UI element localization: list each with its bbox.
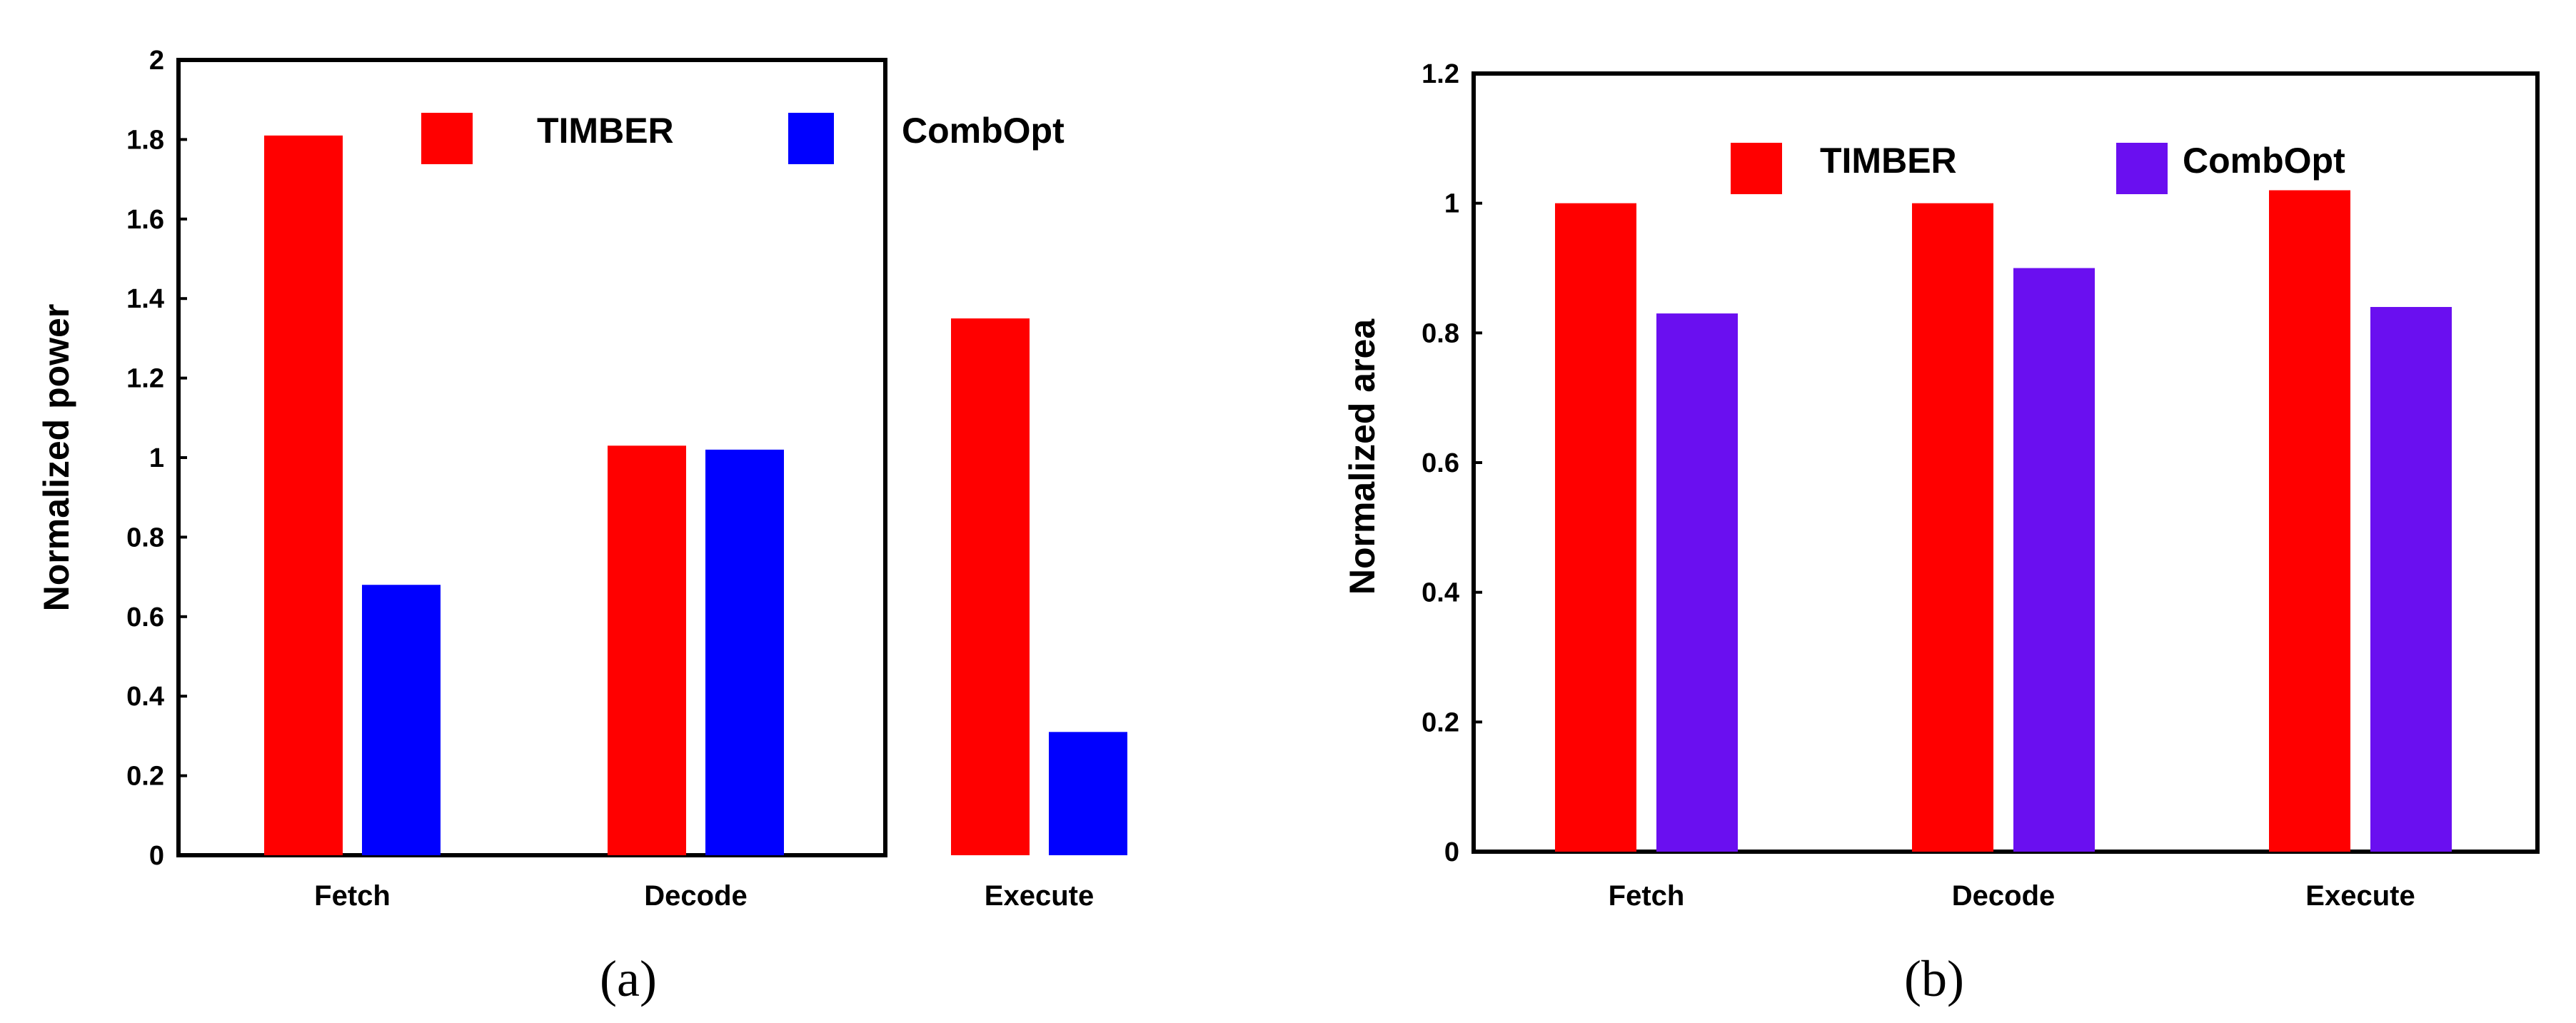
a-y-tick-label: 0 [149, 841, 164, 871]
b-bar-combopt-execute [2370, 307, 2452, 852]
b-bar-combopt-decode [2013, 268, 2095, 852]
b-y-tick-label: 1 [1444, 189, 1459, 219]
panel-a-legend-swatch-timber [421, 113, 473, 164]
panel-b-axis-ticks [1474, 72, 2537, 854]
a-bar-timber-decode [608, 445, 686, 855]
b-y-tick-label: 1.2 [1422, 59, 1459, 89]
a-bar-timber-fetch [264, 135, 343, 855]
b-y-tick-label: 0.8 [1422, 318, 1459, 348]
panel-a-legend-label-timber: TIMBER [537, 111, 674, 151]
b-bar-timber-decode [1912, 203, 1993, 852]
panel-a-bars [264, 135, 1127, 855]
panel-a-legend-swatch-combopt [788, 113, 834, 164]
b-bar-timber-execute [2269, 190, 2350, 852]
panel-b-x-tick-labels: Fetch Decode Execute [1609, 880, 2415, 912]
a-x-tick-label-decode: Decode [644, 880, 748, 912]
a-bar-combopt-fetch [362, 585, 441, 855]
panel-b-legend-swatch-combopt [2116, 143, 2168, 194]
b-y-tick-label: 0.4 [1422, 578, 1459, 608]
b-bar-timber-fetch [1555, 203, 1636, 852]
panel-a-y-tick-labels: 0 0.2 0.4 0.6 0.8 1 1.2 1.4 1.6 1.8 2 [126, 46, 164, 871]
a-bar-timber-execute [951, 318, 1030, 855]
b-bar-combopt-fetch [1656, 313, 1738, 852]
a-y-tick-label: 2 [149, 46, 164, 76]
panel-a-legend: TIMBER CombOpt [421, 111, 1065, 164]
panel-a-power-chart: 0 0.2 0.4 0.6 0.8 1 1.2 1.4 1.6 1.8 2 Fetch Decode E… [36, 46, 1127, 1007]
a-y-tick-label: 0.6 [126, 603, 164, 633]
b-x-tick-label-execute: Execute [2305, 880, 2415, 912]
b-x-tick-label-fetch: Fetch [1609, 880, 1685, 912]
a-bar-combopt-execute [1049, 732, 1127, 855]
panel-b-y-axis-label: Normalized area [1342, 318, 1382, 595]
a-y-tick-label: 0.8 [126, 523, 164, 553]
panel-b-y-tick-labels: 0 0.2 0.4 0.6 0.8 1 1.2 [1422, 59, 1459, 867]
a-y-tick-label: 1.2 [126, 364, 164, 394]
b-y-tick-label: 0.6 [1422, 448, 1459, 478]
panel-a-caption: (a) [600, 950, 657, 1007]
panel-b-legend-label-timber: TIMBER [1820, 141, 1957, 181]
panel-b-bars [1555, 190, 2452, 852]
a-bar-combopt-decode [705, 449, 784, 855]
panel-a-y-axis-label: Normalized power [36, 304, 76, 612]
a-y-tick-label: 0.2 [126, 762, 164, 792]
a-y-tick-label: 1.8 [126, 125, 164, 155]
b-y-tick-label: 0 [1444, 837, 1459, 867]
a-x-tick-label-execute: Execute [985, 880, 1094, 912]
b-y-tick-label: 0.2 [1422, 707, 1459, 737]
panel-b-legend-label-combopt: CombOpt [2183, 141, 2345, 181]
panel-b-caption: (b) [1904, 950, 1964, 1007]
panel-a-x-tick-labels: Fetch Decode Execute [314, 880, 1094, 912]
a-y-tick-label: 1 [149, 443, 164, 473]
panel-a-legend-label-combopt: CombOpt [902, 111, 1065, 151]
a-y-tick-label: 1.6 [126, 205, 164, 235]
a-x-tick-label-fetch: Fetch [314, 880, 391, 912]
panel-b-legend-swatch-timber [1731, 143, 1782, 194]
panel-b-legend: TIMBER CombOpt [1731, 141, 2345, 194]
b-x-tick-label-decode: Decode [1952, 880, 2056, 912]
a-y-tick-label: 1.4 [126, 284, 164, 314]
panel-b-area-chart: 0 0.2 0.4 0.6 0.8 1 1.2 Fetch Decode Execute Nor… [1342, 59, 2540, 1007]
a-y-tick-label: 0.4 [126, 682, 164, 712]
